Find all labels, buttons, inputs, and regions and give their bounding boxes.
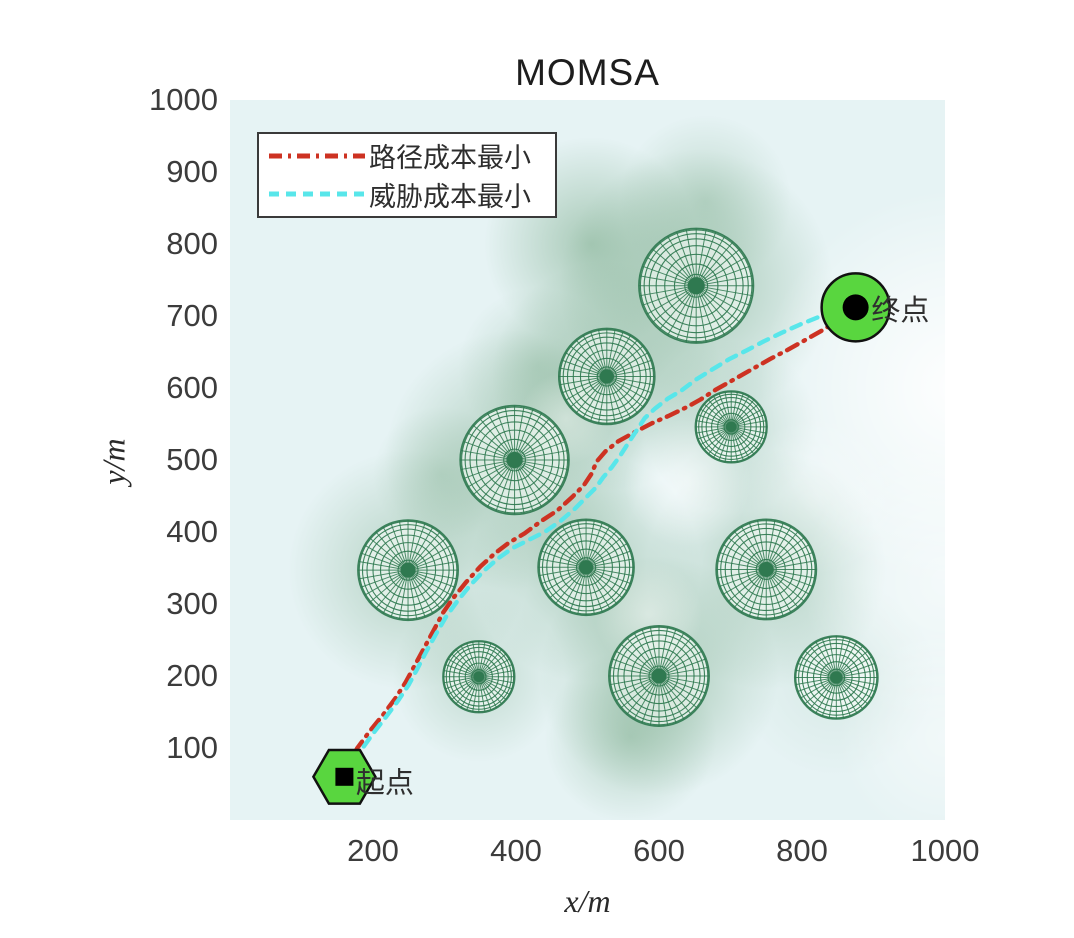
y-tick-label: 300 — [166, 586, 218, 621]
legend-label: 威胁成本最小 — [369, 181, 531, 212]
y-tick-label: 100 — [166, 730, 218, 765]
obstacle-sphere-core — [578, 560, 594, 575]
y-tick-label: 400 — [166, 514, 218, 549]
plot-area: 起点 终点 路径成本最小 威胁成本最小 — [230, 100, 945, 820]
legend-label: 路径成本最小 — [369, 143, 531, 174]
legend-item-0: 路径成本最小 — [259, 137, 555, 175]
path-min-path-cost — [342, 305, 858, 779]
y-tick-label: 600 — [166, 370, 218, 405]
obstacle-sphere-core — [725, 421, 737, 433]
x-tick-label: 1000 — [910, 833, 980, 868]
obstacle-sphere-core — [506, 451, 523, 469]
y-tick-label: 1000 — [149, 82, 218, 117]
legend-box: 路径成本最小 威胁成本最小 — [257, 132, 557, 218]
start-label: 起点 — [356, 767, 414, 800]
start-marker-square — [335, 767, 354, 786]
obstacle-sphere-core — [687, 277, 705, 295]
obstacle-sphere-core — [758, 561, 774, 577]
obstacle-sphere-core — [830, 671, 843, 684]
legend-line-sample — [269, 153, 365, 159]
end-marker-dot — [842, 294, 869, 321]
y-tick-label: 500 — [166, 442, 218, 477]
chart-title: MOMSA — [515, 52, 660, 93]
path-min-threat-cost — [342, 305, 858, 779]
obstacle-sphere-core — [400, 562, 416, 578]
obstacle-sphere-core — [599, 369, 614, 384]
obstacle-sphere-core — [473, 671, 485, 683]
obstacle-sphere-core — [651, 668, 667, 684]
legend-item-1: 威胁成本最小 — [259, 175, 555, 213]
y-tick-label: 900 — [166, 154, 218, 189]
legend-line-sample — [269, 191, 365, 197]
y-tick-label: 800 — [166, 226, 218, 261]
plot-svg: 起点 终点 — [311, 227, 929, 805]
x-tick-label: 400 — [490, 833, 542, 868]
y-axis-label: y/m — [95, 438, 132, 485]
y-tick-label: 700 — [166, 298, 218, 333]
x-tick-label: 800 — [776, 833, 828, 868]
y-tick-label: 200 — [166, 658, 218, 693]
x-tick-label: 600 — [633, 833, 685, 868]
x-tick-label: 200 — [347, 833, 399, 868]
end-label: 终点 — [871, 294, 929, 327]
x-axis-label: x/m — [564, 883, 611, 919]
